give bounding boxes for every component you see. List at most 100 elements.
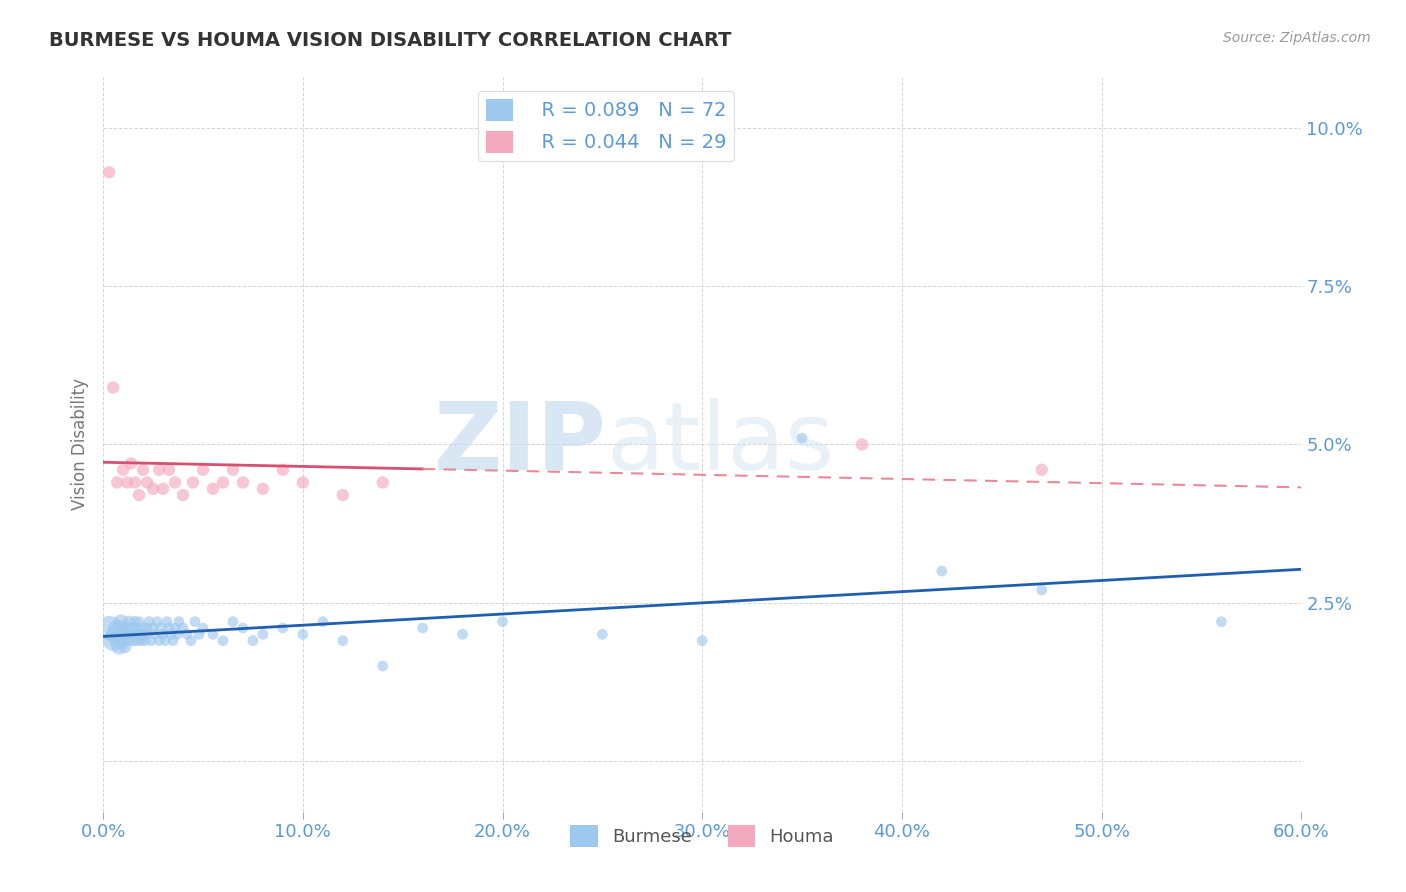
Point [371, 659, 394, 673]
Point [291, 475, 314, 490]
Point [98, 165, 121, 179]
Point [132, 621, 155, 635]
Point [112, 621, 135, 635]
Point [451, 627, 474, 641]
Point [166, 627, 188, 641]
Point [152, 627, 174, 641]
Point [152, 482, 174, 496]
Point [931, 564, 953, 578]
Y-axis label: Vision Disability: Vision Disability [72, 378, 89, 510]
Point [690, 633, 713, 648]
Point [105, 621, 128, 635]
Point [491, 615, 513, 629]
Point [98, 621, 121, 635]
Legend:   R = 0.089   N = 72,   R = 0.044   N = 29: R = 0.089 N = 72, R = 0.044 N = 29 [478, 91, 734, 161]
Point [148, 633, 170, 648]
Point [125, 633, 148, 648]
Point [252, 627, 274, 641]
Point [105, 475, 128, 490]
Point [118, 615, 141, 629]
Point [163, 475, 186, 490]
Text: ZIP: ZIP [433, 399, 606, 491]
Point [332, 488, 354, 502]
Point [232, 475, 254, 490]
Point [176, 627, 198, 641]
Point [371, 475, 394, 490]
Point [222, 463, 245, 477]
Point [134, 633, 156, 648]
Point [1031, 463, 1053, 477]
Point [110, 627, 132, 641]
Point [172, 488, 194, 502]
Point [136, 621, 159, 635]
Point [156, 615, 179, 629]
Point [118, 633, 141, 648]
Point [157, 621, 180, 635]
Point [312, 615, 335, 629]
Point [114, 627, 136, 641]
Point [128, 488, 150, 502]
Point [122, 621, 145, 635]
Point [128, 615, 150, 629]
Point [115, 475, 138, 490]
Point [242, 633, 264, 648]
Point [153, 633, 176, 648]
Point [125, 621, 148, 635]
Text: atlas: atlas [606, 399, 835, 491]
Point [332, 633, 354, 648]
Point [188, 627, 211, 641]
Point [146, 615, 169, 629]
Point [201, 482, 224, 496]
Point [1031, 582, 1053, 597]
Point [105, 633, 128, 648]
Point [128, 627, 150, 641]
Point [120, 627, 142, 641]
Point [232, 621, 254, 635]
Text: Source: ZipAtlas.com: Source: ZipAtlas.com [1223, 31, 1371, 45]
Point [112, 633, 135, 648]
Point [115, 621, 138, 635]
Point [252, 482, 274, 496]
Point [120, 457, 142, 471]
Point [124, 615, 146, 629]
Point [157, 463, 180, 477]
Point [142, 482, 165, 496]
Point [150, 621, 173, 635]
Point [271, 463, 294, 477]
Point [162, 633, 184, 648]
Point [790, 431, 813, 445]
Point [108, 640, 131, 654]
Point [191, 463, 214, 477]
Point [291, 627, 314, 641]
Point [201, 627, 224, 641]
Point [172, 621, 194, 635]
Point [167, 615, 190, 629]
Point [132, 627, 155, 641]
Point [851, 437, 873, 451]
Point [271, 621, 294, 635]
Point [136, 627, 159, 641]
Point [101, 633, 124, 648]
Point [181, 475, 204, 490]
Point [184, 615, 207, 629]
Point [142, 621, 165, 635]
Point [136, 475, 159, 490]
Point [104, 627, 127, 641]
Point [138, 615, 160, 629]
Point [212, 475, 235, 490]
Point [124, 475, 146, 490]
Point [122, 633, 145, 648]
Point [143, 627, 166, 641]
Point [160, 627, 183, 641]
Point [114, 640, 136, 654]
Point [591, 627, 613, 641]
Point [139, 633, 162, 648]
Point [163, 621, 186, 635]
Point [222, 615, 245, 629]
Text: BURMESE VS HOUMA VISION DISABILITY CORRELATION CHART: BURMESE VS HOUMA VISION DISABILITY CORRE… [49, 31, 731, 50]
Point [124, 627, 146, 641]
Point [129, 633, 152, 648]
Point [101, 380, 124, 394]
Point [110, 615, 132, 629]
Point [180, 633, 202, 648]
